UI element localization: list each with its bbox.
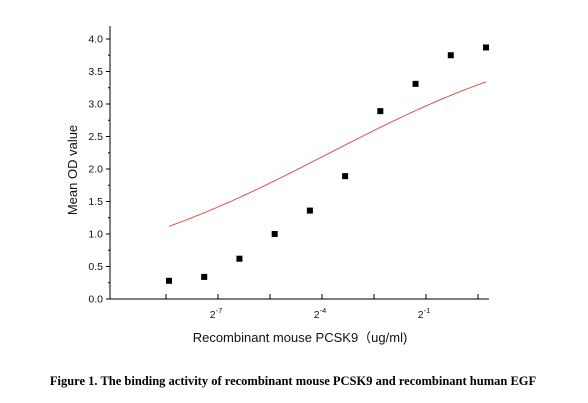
x-tick-label: 2-1 (418, 306, 431, 321)
data-point (412, 80, 419, 87)
data-point (236, 255, 243, 262)
y-tick-label: 0.5 (88, 261, 103, 273)
data-point (271, 231, 278, 237)
x-tick-label: 2-7 (210, 306, 223, 321)
y-tick-label: 2.5 (88, 131, 103, 143)
data-point (166, 277, 172, 284)
y-tick-label: 0.0 (88, 294, 103, 306)
data-point (342, 173, 349, 180)
fit-curve (168, 81, 487, 227)
data-point (447, 52, 454, 59)
y-tick-label: 1.5 (88, 196, 103, 208)
data-point (306, 207, 313, 214)
data-point (201, 273, 208, 280)
y-axis-title: Mean OD value (65, 125, 80, 215)
plot-area: 0.0 0.5 1.0 1.5 2.0 2.5 3.0 3.5 4.0 2-7 2-4 2-1 (88, 26, 489, 321)
y-tick-label: 1.0 (88, 229, 103, 241)
y-tick-label: 3.5 (88, 66, 103, 78)
x-axis-title: Recombinant mouse PCSK9（ug/ml) (193, 330, 408, 345)
x-tick-label: 2-4 (314, 306, 327, 321)
y-tick-label: 2.0 (88, 164, 103, 176)
y-tick-label: 3.0 (88, 99, 103, 111)
y-tick-label: 4.0 (88, 34, 103, 46)
figure-caption: Figure 1. The binding activity of recomb… (50, 374, 537, 388)
data-point (483, 44, 489, 51)
data-point (377, 108, 384, 115)
